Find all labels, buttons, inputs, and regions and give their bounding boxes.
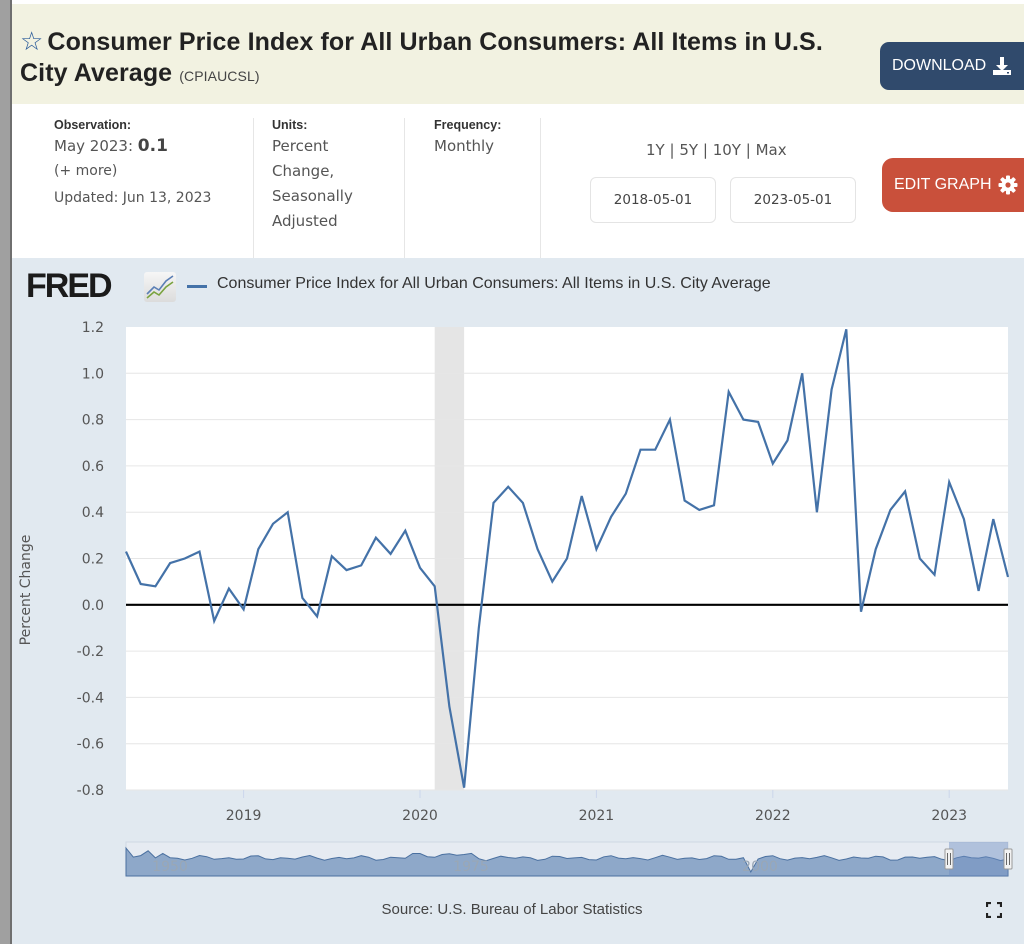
range-max[interactable]: Max: [755, 141, 787, 159]
y-tick-label: 1.2: [82, 320, 104, 336]
column-divider: [540, 118, 541, 258]
observation-label: Observation:: [54, 118, 132, 132]
y-tick-label: 0.0: [82, 598, 104, 614]
navigator-handle-right[interactable]: [1003, 848, 1013, 870]
frequency-label: Frequency:: [434, 118, 502, 132]
y-tick-label: 0.8: [82, 413, 104, 429]
series-header: ☆ Consumer Price Index for All Urban Cons…: [12, 4, 1024, 104]
y-tick-label: 0.2: [82, 552, 104, 568]
units-line: Adjusted: [272, 212, 338, 230]
edit-graph-button[interactable]: EDIT GRAPH: [882, 158, 1024, 212]
navigator-label: 1975: [453, 859, 489, 875]
legend-swatch: [187, 285, 207, 288]
series-title: Consumer Price Index for All Urban Consu…: [20, 28, 823, 87]
range-separator: |: [745, 141, 751, 159]
range-separator: |: [702, 141, 708, 159]
range-5y[interactable]: 5Y: [679, 141, 699, 159]
units-column: Units: Percent Change, Seasonally Adjust…: [272, 118, 353, 234]
series-line: [124, 329, 1010, 788]
star-outline-icon[interactable]: ☆: [20, 26, 44, 56]
start-date-input[interactable]: 2018-05-01: [590, 177, 716, 223]
edit-graph-label: EDIT GRAPH: [894, 176, 992, 193]
y-tick-label: 1.0: [82, 366, 104, 382]
units-line: Seasonally: [272, 187, 353, 205]
fred-chart-icon: [144, 272, 176, 302]
series-code: (CPIAUCSL): [179, 68, 260, 84]
y-tick-label: -0.2: [77, 644, 104, 660]
units-label: Units:: [272, 118, 308, 132]
download-button[interactable]: DOWNLOAD: [880, 42, 1024, 90]
navigator-selection: [949, 842, 1008, 876]
x-tick-label: 2021: [579, 808, 615, 824]
x-tick-label: 2020: [402, 808, 438, 824]
navigator-label: 2000: [742, 859, 778, 875]
updated-date: Updated: Jun 13, 2023: [54, 190, 212, 206]
x-tick-label: 2019: [226, 808, 262, 824]
column-divider: [404, 118, 405, 258]
navigator-series: [125, 846, 1009, 877]
y-tick-label: 0.4: [82, 505, 104, 521]
frequency-column: Frequency: Monthly: [434, 118, 501, 159]
navigator-label: 1950: [152, 859, 188, 875]
range-1y[interactable]: 1Y: [646, 141, 665, 159]
range-separator: |: [669, 141, 675, 159]
source-note[interactable]: Source: U.S. Bureau of Labor Statistics: [381, 901, 643, 918]
download-label: DOWNLOAD: [892, 57, 987, 74]
frequency-value: Monthly: [434, 137, 495, 155]
range-selector: 1Y | 5Y | 10Y | Max: [646, 141, 787, 159]
observation-period: May 2023:: [54, 137, 134, 155]
observation-value: 0.1: [137, 136, 168, 156]
column-divider: [253, 118, 254, 258]
x-tick-label: 2023: [931, 808, 967, 824]
y-tick-label: 0.6: [82, 459, 104, 475]
window-gutter: [0, 0, 12, 944]
navigator-handle-left[interactable]: [944, 848, 954, 870]
y-tick-label: -0.6: [77, 737, 104, 753]
x-tick-label: 2022: [755, 808, 791, 824]
units-line: Percent: [272, 137, 329, 155]
observation-value-line: May 2023: 0.1: [54, 134, 211, 159]
observation-column: Observation: May 2023: 0.1 (+ more) Upda…: [54, 118, 211, 211]
fullscreen-icon[interactable]: [986, 902, 1002, 918]
download-icon: [993, 57, 1012, 75]
y-tick-label: -0.8: [77, 783, 104, 799]
more-link[interactable]: (+ more): [54, 163, 118, 179]
y-tick-label: -0.4: [77, 690, 104, 706]
end-date-input[interactable]: 2023-05-01: [730, 177, 856, 223]
page-title: ☆ Consumer Price Index for All Urban Cons…: [20, 26, 870, 92]
fred-logo: FRED: [26, 267, 113, 305]
range-10y[interactable]: 10Y: [712, 141, 741, 159]
legend-label[interactable]: Consumer Price Index for All Urban Consu…: [217, 275, 771, 292]
top-strip: [12, 0, 1024, 4]
series-info: Observation: May 2023: 0.1 (+ more) Upda…: [12, 104, 1024, 258]
units-line: Change,: [272, 162, 335, 180]
gear-icon: [998, 175, 1017, 195]
